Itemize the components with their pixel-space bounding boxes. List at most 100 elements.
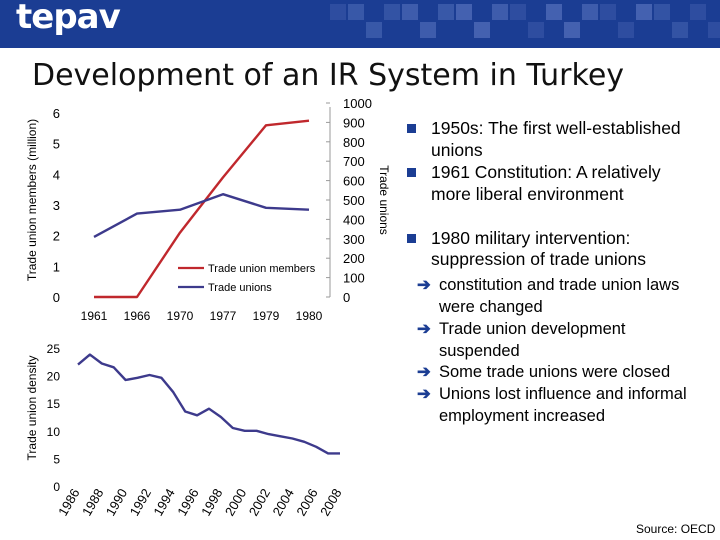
x-tick-label: 1961 — [81, 309, 108, 323]
series-line-2 — [93, 192, 310, 238]
y-axis-label: Trade union members (million) — [25, 119, 39, 281]
y-tick-label: 10 — [47, 425, 61, 439]
y2-axis-label: Trade unions — [377, 165, 391, 235]
legend-label: Trade union members — [208, 263, 316, 275]
series-line-1 — [94, 119, 310, 299]
bullet-item: 1950s: The first well-established unions — [405, 118, 705, 162]
y2-tick-label: 400 — [343, 212, 365, 227]
x-tick-label: 1992 — [127, 486, 154, 519]
header-tile — [348, 4, 364, 20]
density-line — [77, 353, 340, 455]
header-tile — [330, 4, 346, 20]
sub-text: Unions lost influence and informal emplo… — [439, 385, 687, 425]
sub-text: Trade union development suspended — [439, 319, 626, 360]
y2-tick-label: 600 — [343, 174, 365, 189]
x-tick-label: 1980 — [296, 309, 323, 323]
y-tick-label: 15 — [47, 397, 61, 411]
y-tick-label: 20 — [47, 370, 61, 384]
y2-tick-label: 200 — [343, 251, 365, 266]
bullet-item: 1980 military intervention: suppression … — [405, 228, 705, 272]
header-tile — [420, 22, 436, 38]
y-tick-label: 1 — [53, 259, 60, 274]
header-tile — [690, 4, 706, 20]
sub-item: ➔ constitution and trade union laws were… — [405, 275, 705, 319]
header-tile — [582, 4, 598, 20]
sub-item: ➔ Trade union development suspended — [405, 319, 705, 363]
header-tile — [510, 4, 526, 20]
y2-tick-label: 0 — [343, 290, 350, 305]
header-tile — [672, 22, 688, 38]
y-tick-label: 0 — [53, 290, 60, 305]
y2-tick-label: 900 — [343, 115, 365, 130]
x-tick-label: 1994 — [150, 486, 177, 519]
y-tick-label: 5 — [53, 452, 60, 466]
y2-tick-label: 700 — [343, 154, 365, 169]
bullet-square-icon — [407, 124, 416, 133]
x-tick-label: 2002 — [246, 486, 273, 519]
sub-list: ➔ constitution and trade union laws were… — [405, 275, 705, 427]
y-tick-label: 0 — [53, 480, 60, 494]
bullet-text: 1950s: The first well-established unions — [431, 118, 681, 160]
header-tile — [708, 22, 720, 38]
x-tick-label: 2004 — [270, 486, 297, 519]
header-tile — [438, 4, 454, 20]
x-tick-label: 1966 — [124, 309, 151, 323]
bullet-item: 1961 Constitution: A relatively more lib… — [405, 162, 705, 206]
x-tick-label: 1996 — [174, 486, 201, 519]
x-tick-label: 1970 — [167, 309, 194, 323]
y-axis-label: Trade union density — [25, 356, 39, 461]
y-tick-label: 4 — [53, 167, 60, 182]
arrow-right-icon: ➔ — [417, 385, 431, 404]
y-tick-label: 3 — [53, 198, 60, 213]
bullet-text: 1961 Constitution: A relatively more lib… — [431, 161, 661, 204]
y2-tick-label: 800 — [343, 135, 365, 150]
bullet-text: 1980 military intervention: suppression … — [431, 227, 646, 270]
bullet-square-icon — [407, 233, 416, 243]
sub-item: ➔ Some trade unions were closed — [405, 362, 705, 384]
x-tick-label: 2006 — [293, 486, 320, 519]
bullet-list: 1950s: The first well-established unions… — [405, 118, 705, 428]
arrow-right-icon: ➔ — [417, 319, 431, 338]
logo: tepav — [16, 0, 121, 37]
header-tile — [474, 22, 490, 38]
header-tile — [456, 4, 472, 20]
y-tick-label: 5 — [53, 137, 60, 152]
sub-text: constitution and trade union laws were c… — [439, 276, 680, 317]
header-tile — [528, 22, 544, 38]
y2-tick-label: 500 — [343, 193, 365, 208]
header-tile — [618, 22, 634, 38]
y2-tick-label: 1000 — [343, 96, 372, 111]
arrow-right-icon: ➔ — [417, 276, 431, 295]
x-tick-label: 2000 — [222, 486, 249, 519]
x-tick-label: 1979 — [253, 309, 280, 323]
y-tick-label: 6 — [53, 106, 60, 121]
header-tile — [546, 4, 562, 20]
header-bar: tepav — [0, 0, 720, 48]
header-tile — [564, 22, 580, 38]
header-tile — [492, 4, 508, 20]
header-tile — [654, 4, 670, 20]
bullet-square-icon — [407, 167, 416, 177]
sub-item: ➔ Unions lost influence and informal emp… — [405, 384, 705, 428]
sub-text: Some trade unions were closed — [439, 363, 671, 382]
header-tile — [384, 4, 400, 20]
header-tile — [402, 4, 418, 20]
arrow-right-icon: ➔ — [417, 363, 431, 382]
x-tick-label: 1977 — [210, 309, 237, 323]
page-title: Development of an IR System in Turkey — [32, 58, 625, 93]
y-tick-label: 25 — [47, 342, 61, 356]
header-tile — [600, 4, 616, 20]
x-tick-label: 2008 — [317, 486, 344, 519]
y2-tick-label: 300 — [343, 232, 365, 247]
header-tile — [366, 22, 382, 38]
x-tick-label: 1998 — [198, 486, 225, 519]
y2-tick-label: 100 — [343, 271, 365, 286]
header-tile — [636, 4, 652, 20]
x-tick-label: 1988 — [79, 486, 106, 519]
y-tick-label: 2 — [53, 229, 60, 244]
legend-label: Trade unions — [208, 282, 272, 294]
x-tick-label: 1990 — [103, 486, 130, 519]
source-note: Source: OECD — [636, 522, 716, 536]
